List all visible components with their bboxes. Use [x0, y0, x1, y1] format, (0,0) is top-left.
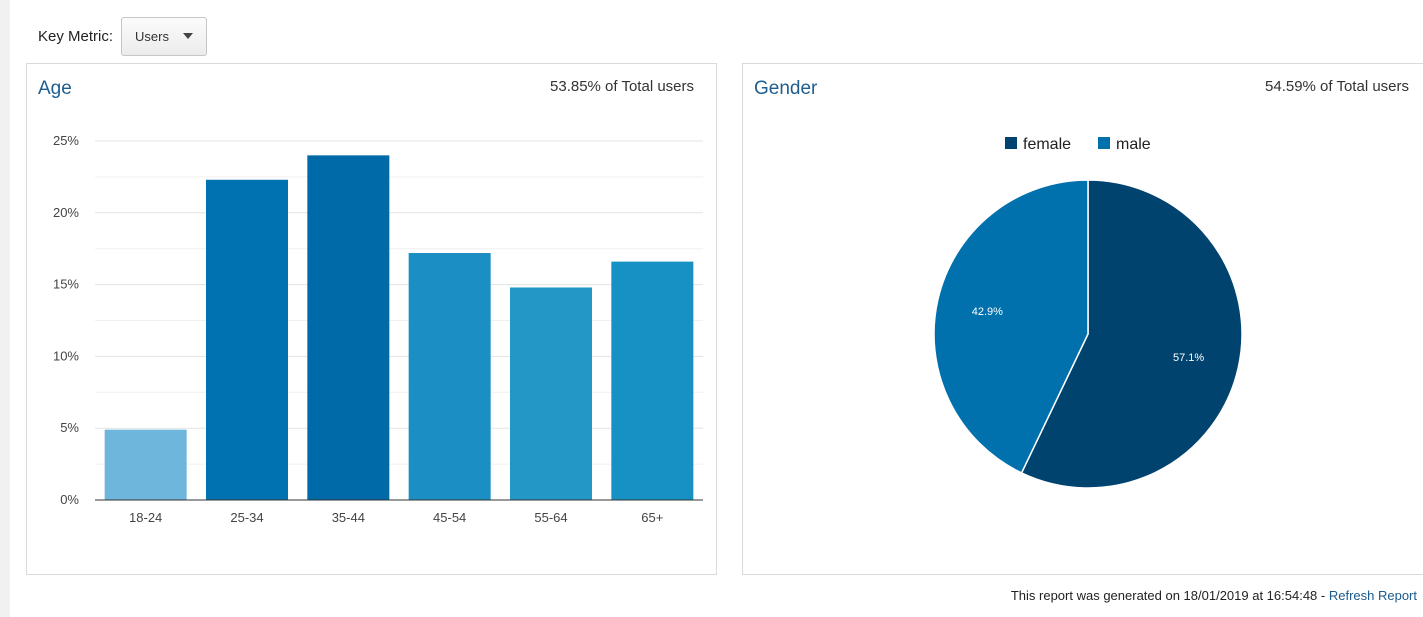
age-bar-65+[interactable]	[611, 261, 694, 500]
age-bar-18-24[interactable]	[104, 429, 187, 500]
gender-panel-title: Gender	[754, 78, 818, 99]
key-metric-toolbar: Key Metric: Users	[38, 16, 208, 56]
age-bar-25-34[interactable]	[206, 179, 288, 500]
y-tick-label: 5%	[60, 420, 79, 435]
legend-label-female: female	[1023, 136, 1071, 153]
y-tick-label: 20%	[53, 205, 79, 220]
x-tick-label: 45-54	[433, 510, 466, 525]
key-metric-value: Users	[135, 28, 169, 44]
left-strip	[0, 0, 10, 617]
y-tick-label: 0%	[60, 492, 79, 507]
pie-slice-female[interactable]	[1020, 179, 1243, 489]
report-footer: This report was generated on 18/01/2019 …	[1011, 588, 1417, 603]
age-bar-45-54[interactable]	[408, 253, 491, 500]
y-tick-label: 10%	[53, 348, 79, 363]
gender-pie-chart: 57.1% 42.9% female male	[933, 136, 1243, 489]
age-bar-35-44[interactable]	[307, 155, 390, 501]
pie-slice-label: 57.1%	[1173, 352, 1204, 364]
legend-swatch-female	[1005, 137, 1017, 149]
dropdown-caret-icon	[182, 33, 193, 39]
gender-panel-total: 54.59% of Total users	[1265, 78, 1409, 95]
x-tick-label: 25-34	[230, 510, 263, 525]
age-panel-title: Age	[38, 78, 72, 99]
age-bar-chart: 0% 5% 10% 15% 20% 25% 18-24 25-34 35-44 45-54 55-6…	[53, 133, 703, 525]
generated-text: This report was generated on 18/01/2019 …	[1010, 588, 1329, 603]
refresh-report-link[interactable]: Refresh Report	[1328, 588, 1417, 603]
pie-slice-label: 42.9%	[972, 306, 1003, 318]
x-tick-label: 35-44	[332, 510, 365, 525]
x-tick-label: 18-24	[129, 510, 162, 525]
pie-slice-male[interactable]	[933, 179, 1089, 474]
key-metric-dropdown[interactable]: Users	[121, 16, 208, 56]
x-tick-label: 65+	[641, 510, 663, 525]
gender-panel: 57.1% 42.9% female male Gender 54.59% of To…	[742, 63, 1423, 575]
age-panel-total: 53.85% of Total users	[550, 78, 694, 95]
y-tick-label: 15%	[53, 277, 79, 292]
legend-label-male: male	[1116, 136, 1151, 153]
y-tick-label: 25%	[53, 133, 79, 148]
legend-swatch-male	[1098, 137, 1110, 149]
key-metric-label: Key Metric:	[38, 27, 114, 45]
age-bar-55-64[interactable]	[510, 287, 592, 500]
age-panel: 0% 5% 10% 15% 20% 25% 18-24 25-34 35-44 45-54 55-6…	[26, 63, 717, 575]
x-tick-label: 55-64	[534, 510, 567, 525]
